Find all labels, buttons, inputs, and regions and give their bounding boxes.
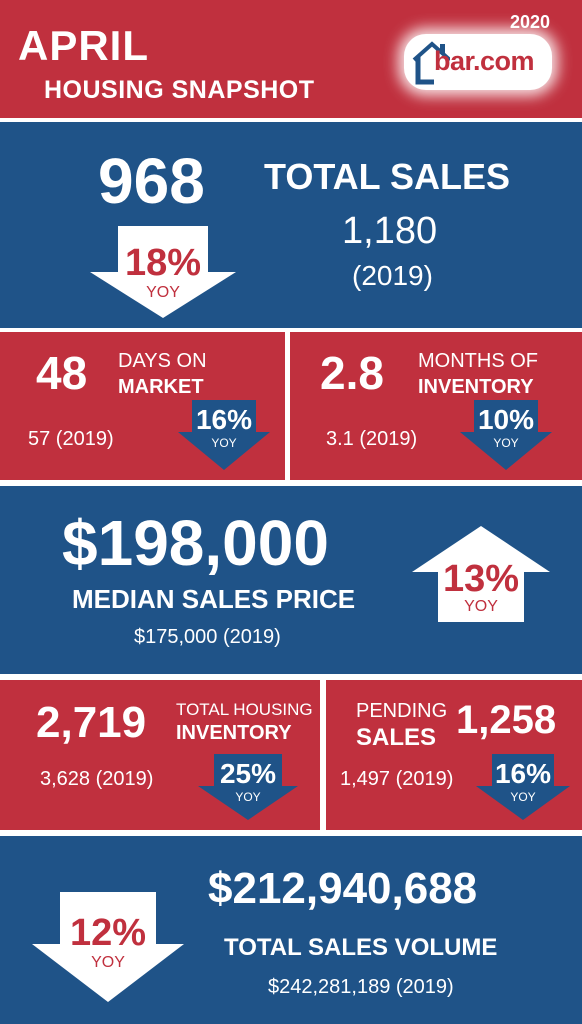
housing-inventory-prior: 3,628 (2019) xyxy=(40,768,154,790)
down-arrow-icon: 16% YOY xyxy=(178,400,270,470)
pending-sales-yoy: YOY xyxy=(510,790,536,804)
days-on-market-label-line1: DAYS ON xyxy=(118,350,207,372)
sales-volume-label: TOTAL SALES VOLUME xyxy=(224,934,498,961)
pending-sales-panel: PENDING SALES 1,258 1,497 (2019) 16% YOY xyxy=(326,680,582,830)
house-logo-icon xyxy=(412,41,450,85)
sales-volume-prior: $242,281,189 (2019) xyxy=(268,976,454,998)
total-sales-prior-value: 1,180 xyxy=(342,210,438,252)
down-arrow-icon: 10% YOY xyxy=(460,400,552,470)
lbar-logo: bar.com xyxy=(404,34,552,90)
snapshot-subtitle: HOUSING SNAPSHOT xyxy=(44,76,315,104)
months-inventory-prior: 3.1 (2019) xyxy=(326,428,418,450)
days-on-market-change: 16% xyxy=(195,404,253,435)
median-price-prior: $175,000 (2019) xyxy=(134,626,281,648)
total-sales-yoy: YOY xyxy=(146,284,180,301)
days-on-market-panel: 48 DAYS ON MARKET 57 (2019) 16% YOY xyxy=(0,332,285,480)
pending-sales-change: 16% xyxy=(494,758,552,789)
sales-volume-change: 12% xyxy=(69,912,147,954)
days-on-market-label-line2: MARKET xyxy=(118,376,204,398)
days-on-market-prior: 57 (2019) xyxy=(28,428,114,450)
down-arrow-icon: 18% YOY xyxy=(90,226,236,318)
pending-sales-label-line2: SALES xyxy=(356,724,437,751)
total-sales-label: TOTAL SALES xyxy=(264,156,511,197)
days-on-market-value: 48 xyxy=(36,347,88,399)
total-sales-prior-year: (2019) xyxy=(352,260,433,291)
housing-inventory-label-line1: TOTAL HOUSING xyxy=(176,700,313,719)
sales-volume-panel: $212,940,688 TOTAL SALES VOLUME $242,281… xyxy=(0,836,582,1024)
down-arrow-icon: 25% YOY xyxy=(198,754,298,820)
median-price-yoy: YOY xyxy=(464,598,498,615)
median-price-label: MEDIAN SALES PRICE xyxy=(72,584,356,614)
down-arrow-icon: 16% YOY xyxy=(476,754,570,820)
total-sales-panel: 968 TOTAL SALES 1,180 (2019) 18% YOY xyxy=(0,122,582,328)
housing-inventory-change: 25% xyxy=(219,758,277,789)
sales-volume-value: $212,940,688 xyxy=(208,864,478,913)
pending-sales-label-line1: PENDING xyxy=(356,700,448,722)
month-title: APRIL xyxy=(18,22,149,69)
up-arrow-icon: 13% YOY xyxy=(412,526,550,622)
pending-sales-prior: 1,497 (2019) xyxy=(340,768,454,790)
days-on-market-yoy: YOY xyxy=(211,436,237,450)
header-banner: APRIL HOUSING SNAPSHOT 2020 bar.com xyxy=(0,0,582,118)
median-price-panel: $198,000 MEDIAN SALES PRICE $175,000 (20… xyxy=(0,486,582,674)
year-label: 2020 xyxy=(510,12,551,32)
months-inventory-change: 10% xyxy=(477,404,535,435)
months-inventory-label-line2: INVENTORY xyxy=(418,376,534,398)
months-inventory-yoy: YOY xyxy=(493,436,519,450)
housing-inventory-value: 2,719 xyxy=(36,698,147,747)
median-price-value: $198,000 xyxy=(62,507,329,579)
housing-inventory-panel: 2,719 TOTAL HOUSING INVENTORY 3,628 (201… xyxy=(0,680,320,830)
pending-sales-value: 1,258 xyxy=(456,698,557,742)
logo-text: bar.com xyxy=(434,46,535,76)
months-inventory-panel: 2.8 MONTHS OF INVENTORY 3.1 (2019) 10% Y… xyxy=(290,332,582,480)
housing-inventory-yoy: YOY xyxy=(235,790,261,804)
total-sales-value: 968 xyxy=(98,145,205,217)
months-inventory-label-line1: MONTHS OF xyxy=(418,350,538,372)
total-sales-change: 18% xyxy=(124,242,202,284)
down-arrow-icon: 12% YOY xyxy=(32,892,184,1002)
months-inventory-value: 2.8 xyxy=(320,347,384,399)
housing-inventory-label-line2: INVENTORY xyxy=(176,722,292,744)
sales-volume-yoy: YOY xyxy=(91,954,125,971)
median-price-change: 13% xyxy=(442,558,520,600)
